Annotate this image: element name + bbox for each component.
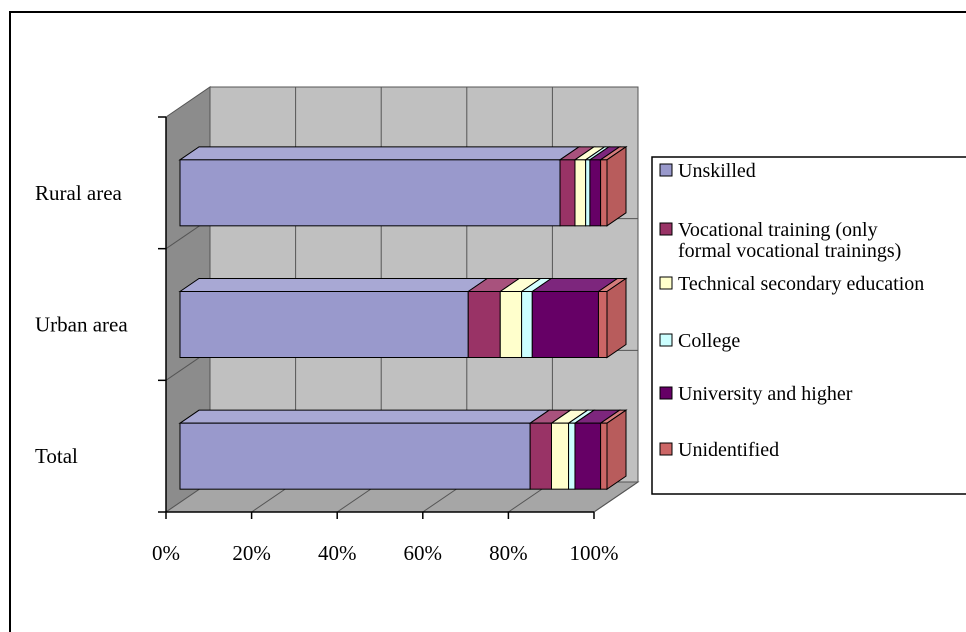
bar-segment bbox=[180, 147, 579, 226]
x-tick-label: 0% bbox=[152, 541, 180, 565]
bar-front bbox=[551, 423, 568, 489]
bar-front bbox=[530, 423, 551, 489]
y-tick-label: Total bbox=[35, 444, 78, 468]
bar-front bbox=[560, 160, 575, 226]
bar-top bbox=[180, 147, 579, 160]
legend-label: formal vocational trainings) bbox=[678, 240, 901, 262]
x-tick-label: 40% bbox=[318, 541, 357, 565]
x-tick-label: 20% bbox=[232, 541, 271, 565]
legend-label: University and higher bbox=[678, 383, 853, 405]
legend-swatch bbox=[660, 387, 672, 399]
bars-layer bbox=[180, 147, 626, 489]
bar-front bbox=[569, 423, 575, 489]
bar-front bbox=[590, 160, 601, 226]
bar-segment bbox=[180, 410, 549, 489]
bar-front bbox=[522, 292, 533, 358]
bar-front bbox=[180, 160, 560, 226]
legend-swatch bbox=[660, 277, 672, 289]
y-tick-label: Urban area bbox=[35, 313, 128, 337]
x-tick-label: 100% bbox=[570, 541, 619, 565]
bar-front bbox=[180, 292, 468, 358]
x-tick-label: 60% bbox=[404, 541, 443, 565]
legend-label: College bbox=[678, 330, 740, 352]
legend-label: Unskilled bbox=[678, 160, 756, 182]
bar-side bbox=[607, 410, 626, 489]
bar-front bbox=[575, 160, 586, 226]
legend-label: Unidentified bbox=[678, 439, 779, 461]
bar-front bbox=[601, 160, 607, 226]
bar-front bbox=[532, 292, 598, 358]
y-tick-label: Rural area bbox=[35, 181, 123, 205]
legend-label: Vocational training (only bbox=[678, 219, 878, 241]
legend: Unskilled Vocational training (onlyformal… bbox=[652, 157, 966, 494]
bar-front bbox=[601, 423, 607, 489]
bar-side bbox=[607, 147, 626, 226]
bar-top bbox=[180, 410, 549, 423]
bar-segment bbox=[180, 279, 487, 358]
bar-front bbox=[575, 423, 601, 489]
legend-swatch bbox=[660, 443, 672, 455]
bar-top bbox=[180, 279, 487, 292]
legend-swatch bbox=[660, 223, 672, 235]
bar-front bbox=[598, 292, 607, 358]
bar-front bbox=[180, 423, 530, 489]
bar-side bbox=[607, 279, 626, 358]
bar-front bbox=[468, 292, 500, 358]
legend-swatch bbox=[660, 164, 672, 176]
legend-swatch bbox=[660, 334, 672, 346]
x-tick-label: 80% bbox=[489, 541, 528, 565]
bar-front bbox=[586, 160, 590, 226]
legend-label: Technical secondary education bbox=[678, 273, 924, 295]
bar-front bbox=[500, 292, 521, 358]
